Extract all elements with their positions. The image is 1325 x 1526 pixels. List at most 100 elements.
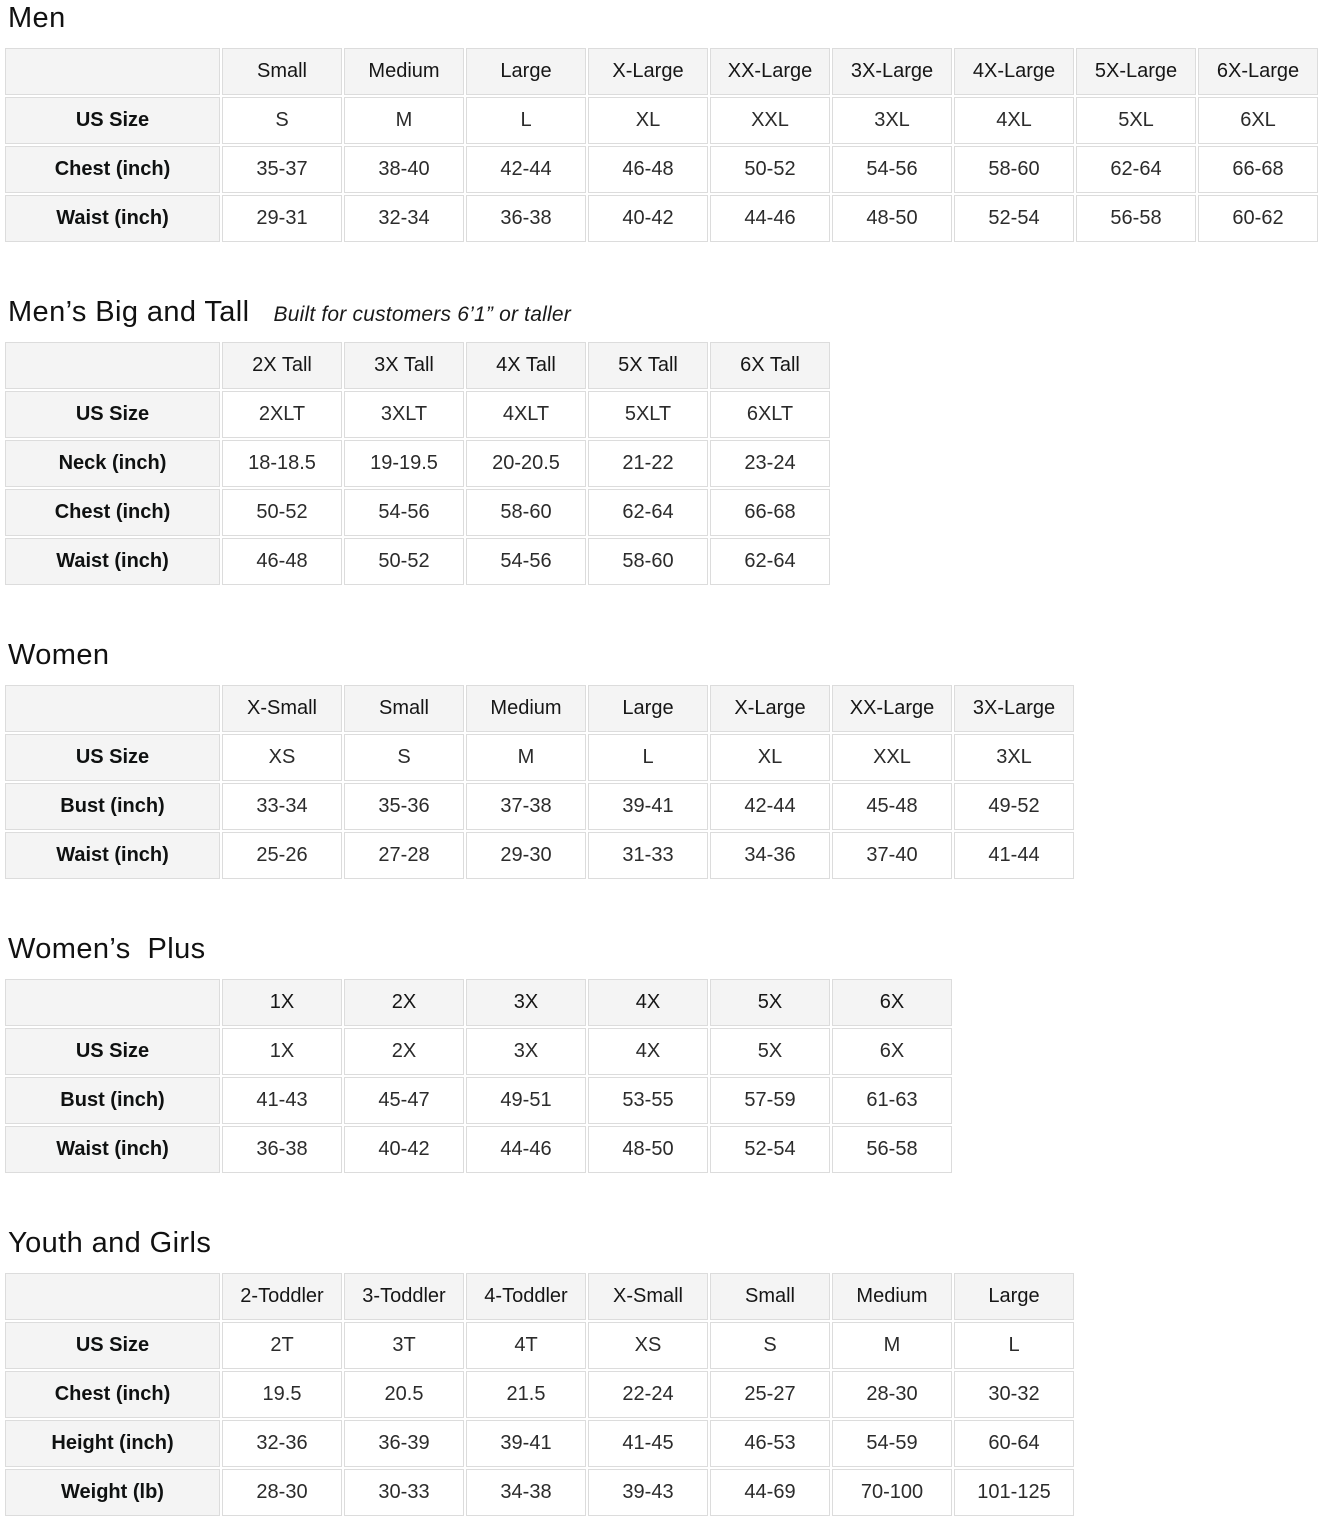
value-cell: 31-33 xyxy=(588,832,708,879)
section-title-men: Men xyxy=(8,2,66,34)
section-womens-plus: Women’s Plus 1X 2X 3X 4X 5X 6X US Size 1X 2X 3X 4X… xyxy=(3,933,1325,1175)
row-label-cell: Waist (inch) xyxy=(5,832,220,879)
value-cell: M xyxy=(344,97,464,144)
value-cell: 41-44 xyxy=(954,832,1074,879)
row-label-cell: Bust (inch) xyxy=(5,783,220,830)
value-cell: M xyxy=(832,1322,952,1369)
value-cell: 101-125 xyxy=(954,1469,1074,1516)
youth-and-girls-size-table: 2-Toddler 3-Toddler 4-Toddler X-Small Small M… xyxy=(3,1271,1076,1518)
row-label-cell: Chest (inch) xyxy=(5,1371,220,1418)
section-title-women: Women xyxy=(8,639,110,671)
table-row: Chest (inch) 35-37 38-40 42-44 46-48 50-52 54-… xyxy=(5,146,1318,193)
value-cell: 25-26 xyxy=(222,832,342,879)
row-label-cell: Bust (inch) xyxy=(5,1077,220,1124)
value-cell: 39-43 xyxy=(588,1469,708,1516)
value-cell: 1X xyxy=(222,1028,342,1075)
column-header-row: X-Small Small Medium Large X-Large XX-Large 3X… xyxy=(5,685,1074,732)
value-cell: 54-56 xyxy=(832,146,952,193)
table-row: Waist (inch) 29-31 32-34 36-38 40-42 44-46 48-… xyxy=(5,195,1318,242)
section-men: Men Small Medium Large X-Large XX-Large 3X-La… xyxy=(3,2,1325,244)
value-cell: 58-60 xyxy=(954,146,1074,193)
column-header-cell: Small xyxy=(710,1273,830,1320)
value-cell: 35-37 xyxy=(222,146,342,193)
row-label-cell: US Size xyxy=(5,97,220,144)
value-cell: XXL xyxy=(832,734,952,781)
column-header-cell: X-Large xyxy=(588,48,708,95)
value-cell: 20-20.5 xyxy=(466,440,586,487)
row-label-cell: US Size xyxy=(5,1028,220,1075)
column-header-cell: 6X-Large xyxy=(1198,48,1318,95)
table-row: US Size S M L XL XXL 3XL 4XL 5XL 6XL xyxy=(5,97,1318,144)
value-cell: 34-38 xyxy=(466,1469,586,1516)
value-cell: 62-64 xyxy=(1076,146,1196,193)
value-cell: 30-33 xyxy=(344,1469,464,1516)
corner-cell xyxy=(5,1273,220,1320)
corner-cell xyxy=(5,48,220,95)
column-header-cell: XX-Large xyxy=(832,685,952,732)
value-cell: 33-34 xyxy=(222,783,342,830)
value-cell: 29-30 xyxy=(466,832,586,879)
value-cell: 49-51 xyxy=(466,1077,586,1124)
section-youth-and-girls: Youth and Girls 2-Toddler 3-Toddler 4-Todd… xyxy=(3,1227,1325,1518)
men-size-table: Small Medium Large X-Large XX-Large 3X-Large 4… xyxy=(3,46,1320,244)
value-cell: 49-52 xyxy=(954,783,1074,830)
column-header-cell: 2X xyxy=(344,979,464,1026)
row-label-cell: Waist (inch) xyxy=(5,1126,220,1173)
value-cell: 18-18.5 xyxy=(222,440,342,487)
column-header-cell: Large xyxy=(588,685,708,732)
column-header-cell: 5X xyxy=(710,979,830,1026)
column-header-cell: Large xyxy=(954,1273,1074,1320)
value-cell: 56-58 xyxy=(1076,195,1196,242)
value-cell: 6XL xyxy=(1198,97,1318,144)
section-header: Men’s Big and Tall Built for customers 6… xyxy=(8,296,1325,329)
value-cell: 3XLT xyxy=(344,391,464,438)
value-cell: 35-36 xyxy=(344,783,464,830)
section-women: Women X-Small Small Medium Large X-Large XX-L… xyxy=(3,639,1325,881)
value-cell: S xyxy=(222,97,342,144)
value-cell: 62-64 xyxy=(710,538,830,585)
value-cell: 2XLT xyxy=(222,391,342,438)
value-cell: 62-64 xyxy=(588,489,708,536)
value-cell: 28-30 xyxy=(832,1371,952,1418)
value-cell: 6XLT xyxy=(710,391,830,438)
value-cell: 50-52 xyxy=(222,489,342,536)
column-header-cell: 5X-Large xyxy=(1076,48,1196,95)
value-cell: 39-41 xyxy=(588,783,708,830)
value-cell: 46-48 xyxy=(588,146,708,193)
value-cell: 39-41 xyxy=(466,1420,586,1467)
value-cell: 46-53 xyxy=(710,1420,830,1467)
value-cell: 54-59 xyxy=(832,1420,952,1467)
column-header-cell: 3X-Large xyxy=(954,685,1074,732)
value-cell: 60-62 xyxy=(1198,195,1318,242)
value-cell: XL xyxy=(588,97,708,144)
value-cell: 48-50 xyxy=(832,195,952,242)
value-cell: 36-38 xyxy=(222,1126,342,1173)
table-row: Chest (inch) 50-52 54-56 58-60 62-64 66-68 xyxy=(5,489,830,536)
column-header-cell: Medium xyxy=(344,48,464,95)
value-cell: 44-46 xyxy=(710,195,830,242)
value-cell: 48-50 xyxy=(588,1126,708,1173)
mens-big-and-tall-size-table: 2X Tall 3X Tall 4X Tall 5X Tall 6X Tall US Si… xyxy=(3,340,832,587)
value-cell: 20.5 xyxy=(344,1371,464,1418)
column-header-cell: 5X Tall xyxy=(588,342,708,389)
value-cell: S xyxy=(710,1322,830,1369)
table-row: Neck (inch) 18-18.5 19-19.5 20-20.5 21-22 23-… xyxy=(5,440,830,487)
value-cell: 3T xyxy=(344,1322,464,1369)
value-cell: 2X xyxy=(344,1028,464,1075)
value-cell: 4XLT xyxy=(466,391,586,438)
value-cell: 70-100 xyxy=(832,1469,952,1516)
value-cell: 37-40 xyxy=(832,832,952,879)
value-cell: 25-27 xyxy=(710,1371,830,1418)
section-title-mens-big-and-tall: Men’s Big and Tall xyxy=(8,296,250,328)
table-row: Chest (inch) 19.5 20.5 21.5 22-24 25-27 28-30 3… xyxy=(5,1371,1074,1418)
value-cell: 3XL xyxy=(954,734,1074,781)
row-label-cell: Waist (inch) xyxy=(5,538,220,585)
value-cell: 41-43 xyxy=(222,1077,342,1124)
value-cell: 4T xyxy=(466,1322,586,1369)
column-header-cell: 4X Tall xyxy=(466,342,586,389)
column-header-row: 1X 2X 3X 4X 5X 6X xyxy=(5,979,952,1026)
value-cell: 23-24 xyxy=(710,440,830,487)
value-cell: 19.5 xyxy=(222,1371,342,1418)
value-cell: 30-32 xyxy=(954,1371,1074,1418)
column-header-cell: X-Large xyxy=(710,685,830,732)
